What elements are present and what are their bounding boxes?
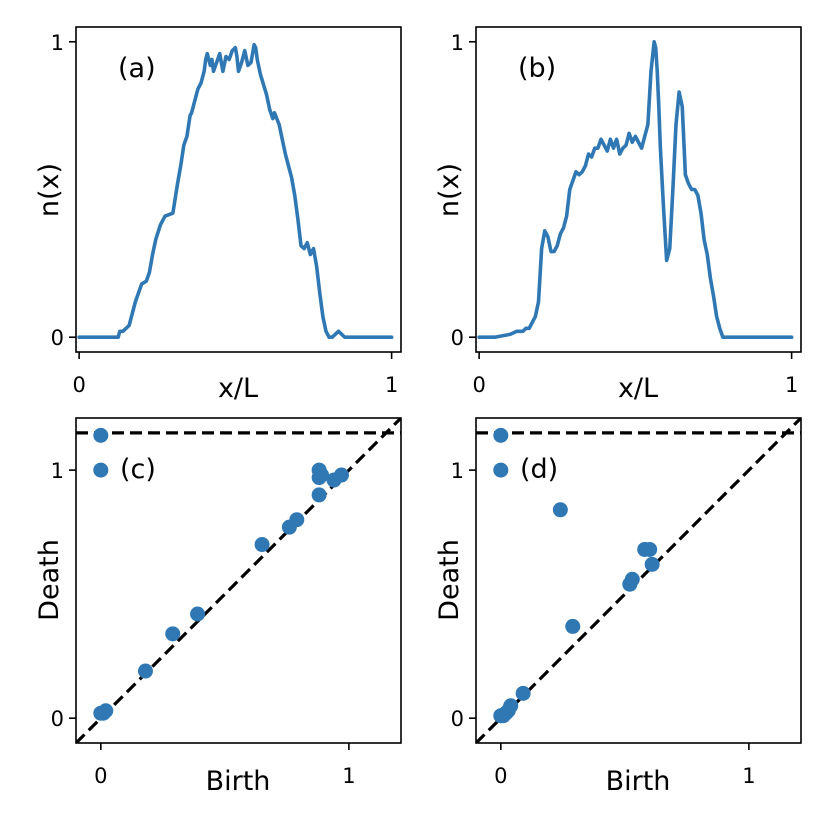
panel-c: 0 1 0 1 Birth Death (c) [34,417,402,797]
x-tick-label: 1 [742,764,755,788]
plot-frame [475,417,802,744]
panel-b: 0 1 0 1 x/L n(x) (b) [434,26,802,404]
y-axis-label: n(x) [34,163,65,217]
scatter-point [493,427,509,443]
x-tick-label: 1 [342,764,355,788]
panel-label: (d) [520,454,558,485]
diagonal-line [476,418,801,743]
y-tick-label: 0 [451,707,464,731]
scatter-point [314,467,330,483]
x-tick-label: 0 [494,764,507,788]
x-tick-label: 0 [72,373,85,397]
scatter-point [289,512,305,528]
y-axis-label: Death [434,539,465,621]
scatter-point [137,663,153,679]
scatter-point [311,487,327,503]
scatter-point [565,618,581,634]
scatter-point [93,462,109,478]
y-tick-label: 1 [51,31,64,55]
plot-frame [475,26,802,353]
y-tick-label: 1 [451,31,464,55]
x-tick-label: 0 [472,373,485,397]
x-tick-label: 1 [385,373,398,397]
series-line [77,42,394,340]
y-tick-label: 1 [51,459,64,483]
scatter-point [624,571,640,587]
plot-frame [75,26,402,353]
panel-label: (c) [120,454,156,485]
panel-a: 0 1 0 1 x/L n(x) (a) [34,26,402,404]
scatter-point [552,502,568,518]
scatter-point [515,685,531,701]
x-tick-label: 0 [94,764,107,788]
scatter-point [644,556,660,572]
series-line [477,39,794,340]
y-axis-label: Death [34,539,65,621]
panel-label: (b) [518,53,556,84]
x-axis-label: Birth [606,766,671,797]
x-axis-label: Birth [206,766,271,797]
y-tick-label: 1 [451,459,464,483]
panel-label: (a) [118,53,156,84]
scatter-point [98,703,114,719]
y-tick-label: 0 [451,326,464,350]
scatter-point [93,427,109,443]
x-axis-label: x/L [218,373,258,404]
scatter-point [493,462,509,478]
scatter-point [642,541,658,557]
panel-d: 0 1 0 1 Birth Death (d) [434,417,802,797]
scatter-point [165,626,181,642]
y-tick-label: 0 [51,707,64,731]
y-tick-label: 0 [51,326,64,350]
scatter-point [254,537,270,553]
scatter-point [190,606,206,622]
x-axis-label: x/L [618,373,658,404]
y-axis-label: n(x) [434,163,465,217]
scatter-point [333,467,349,483]
scatter-point [503,698,519,714]
x-tick-label: 1 [785,373,798,397]
plot-frame [75,417,402,744]
